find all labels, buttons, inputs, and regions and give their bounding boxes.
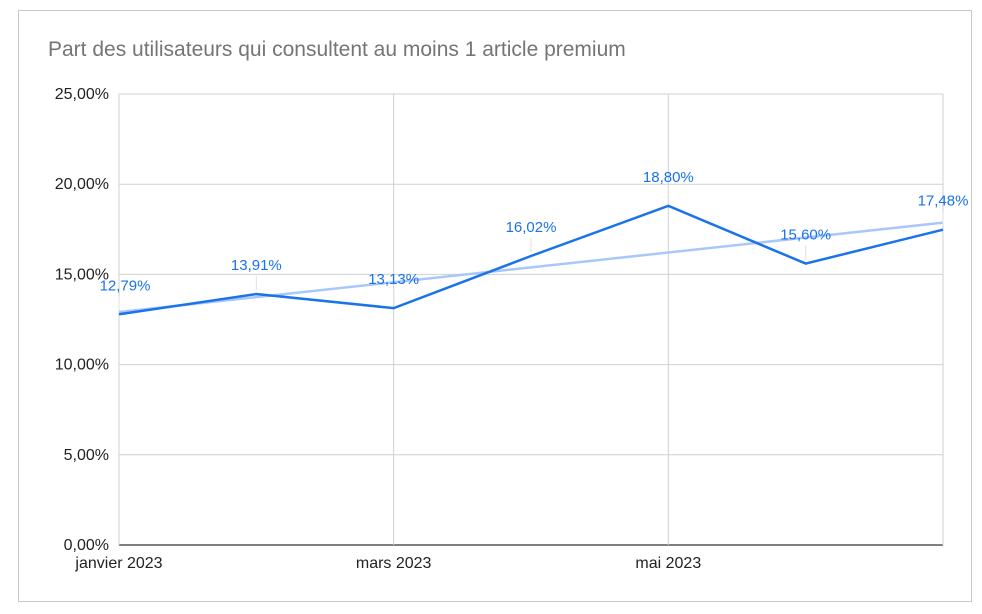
data-labels: 12,79% 13,91% 13,13% 16,02% 18,80% 15,60% 17,4… (100, 169, 969, 294)
data-label: 13,13% (368, 271, 419, 288)
y-tick-label: 10,00% (55, 357, 109, 374)
series-lines (118, 187, 944, 316)
data-label: 17,48% (918, 193, 969, 210)
y-tick-label: 15,00% (55, 266, 109, 283)
x-axis-ticks: janvier 2023 mars 2023 mai 2023 (74, 555, 701, 572)
y-tick-label: 5,00% (64, 447, 109, 464)
x-tick-label: janvier 2023 (74, 555, 162, 572)
grid (118, 93, 944, 546)
trendline (118, 221, 944, 314)
data-label: 13,91% (231, 257, 282, 274)
y-axis-ticks: 0,00% 5,00% 10,00% 15,00% 20,00% 25,00% (55, 86, 109, 554)
series-line (118, 204, 944, 316)
x-tick-label: mai 2023 (635, 555, 701, 572)
y-tick-label: 25,00% (55, 86, 109, 103)
y-tick-label: 0,00% (64, 537, 109, 554)
data-label: 16,02% (506, 219, 557, 236)
y-tick-label: 20,00% (55, 176, 109, 193)
data-label: 18,80% (643, 169, 694, 186)
chart-title: Part des utilisateurs qui consultent au … (48, 38, 626, 61)
data-label: 15,60% (780, 227, 831, 244)
trendline-line (118, 221, 944, 314)
data-label: 12,79% (100, 277, 151, 294)
x-tick-label: mars 2023 (356, 555, 432, 572)
